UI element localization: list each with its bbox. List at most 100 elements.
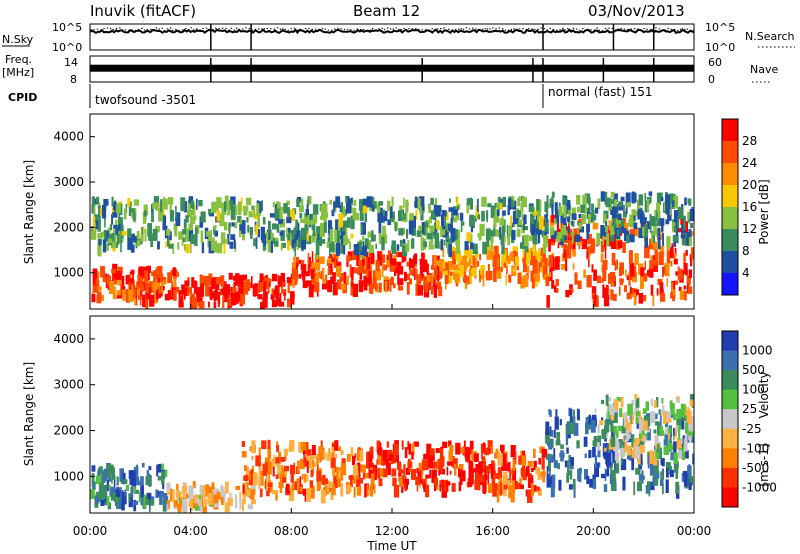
- heat-cell: [120, 238, 122, 253]
- heat-cell: [156, 464, 159, 477]
- heat-cell: [295, 262, 298, 269]
- heat-cell: [436, 266, 440, 281]
- heat-cell: [425, 484, 430, 498]
- heat-cell: [201, 242, 205, 254]
- heat-cell: [528, 473, 532, 479]
- heat-cell: [573, 423, 579, 436]
- heat-cell: [332, 443, 335, 447]
- heat-cell: [427, 232, 433, 240]
- heat-cell: [662, 404, 665, 413]
- heat-cell: [383, 264, 387, 271]
- colorbar-tick-1: 24: [742, 156, 757, 170]
- heat-cell: [575, 234, 581, 242]
- heat-cell: [585, 422, 589, 435]
- heat-cell: [676, 412, 679, 423]
- heat-cell: [220, 485, 223, 496]
- heat-cell: [601, 399, 604, 405]
- heat-cell: [563, 235, 567, 241]
- heat-cell: [95, 494, 100, 504]
- heat-cell: [664, 428, 668, 435]
- heat-cell: [167, 290, 173, 300]
- heat-cell: [459, 255, 463, 260]
- heat-cell: [662, 412, 667, 424]
- heat-cell: [547, 453, 552, 459]
- heat-cell: [350, 215, 355, 230]
- heat-cell: [480, 269, 483, 275]
- heat-cell: [654, 435, 659, 445]
- heat-cell: [521, 197, 527, 207]
- heat-cell: [493, 255, 498, 269]
- heat-cell: [526, 265, 530, 274]
- heat-cell: [683, 215, 686, 230]
- heat-cell: [531, 251, 536, 264]
- heat-cell: [637, 209, 642, 220]
- heat-cell: [336, 253, 339, 260]
- heat-cell: [653, 262, 658, 272]
- heat-cell: [404, 273, 410, 280]
- heat-cell: [577, 280, 582, 289]
- heat-cell: [183, 237, 186, 243]
- power-ylabel: Slant Range [km]: [22, 160, 36, 264]
- heat-cell: [330, 265, 333, 274]
- noise-panel-frame: [89, 23, 695, 51]
- heat-cell: [104, 215, 106, 228]
- heat-cell: [487, 472, 490, 485]
- heat-cell: [578, 223, 582, 230]
- heat-cell: [224, 222, 228, 231]
- heat-cell: [209, 291, 215, 299]
- heat-cell: [350, 447, 354, 457]
- heat-cell: [672, 222, 676, 233]
- velocity-heatmap: [90, 393, 694, 513]
- heat-cell: [609, 474, 615, 485]
- heat-cell: [662, 291, 665, 300]
- heat-cell: [445, 225, 447, 231]
- heat-cell: [421, 222, 425, 234]
- heat-cell: [586, 223, 590, 233]
- heat-cell: [424, 459, 429, 470]
- heat-cell: [397, 285, 404, 291]
- heat-cell: [611, 282, 614, 287]
- heat-cell: [611, 405, 615, 416]
- heat-cell: [129, 278, 133, 291]
- x-axis-label: Time UT: [366, 539, 417, 553]
- heat-cell: [613, 413, 618, 424]
- heat-cell: [657, 278, 663, 285]
- heat-cell: [376, 459, 378, 465]
- heat-cell: [522, 247, 525, 259]
- heat-cell: [143, 494, 147, 508]
- heat-cell: [162, 225, 168, 231]
- heat-cell: [335, 440, 338, 448]
- heat-cell: [550, 226, 555, 236]
- heat-cell: [497, 453, 503, 466]
- heat-cell: [311, 221, 316, 231]
- heat-cell: [548, 462, 551, 471]
- heat-cell: [687, 286, 693, 294]
- heat-cell: [523, 214, 527, 225]
- heat-cell: [436, 220, 439, 230]
- heat-cell: [686, 275, 691, 285]
- heat-cell: [327, 237, 331, 247]
- heat-cell: [496, 271, 502, 279]
- heat-cell: [666, 278, 668, 287]
- heat-cell: [117, 271, 122, 280]
- heat-cell: [567, 461, 570, 475]
- heat-cell: [615, 462, 620, 474]
- heat-cell: [558, 206, 563, 216]
- heat-cell: [520, 276, 525, 289]
- heat-cell: [294, 226, 297, 235]
- heat-cell: [157, 265, 163, 279]
- heat-cell: [349, 264, 352, 278]
- colorbar-swatch-2: [722, 163, 738, 186]
- heat-cell: [530, 270, 534, 282]
- heat-cell: [669, 400, 673, 409]
- heat-cell: [421, 469, 423, 480]
- heat-cell: [130, 244, 135, 253]
- heat-cell: [251, 499, 256, 505]
- heat-cell: [438, 266, 443, 278]
- heat-cell: [511, 229, 516, 240]
- heat-cell: [118, 217, 123, 230]
- heat-cell: [243, 465, 248, 471]
- heat-cell: [665, 219, 670, 225]
- heat-cell: [454, 273, 459, 283]
